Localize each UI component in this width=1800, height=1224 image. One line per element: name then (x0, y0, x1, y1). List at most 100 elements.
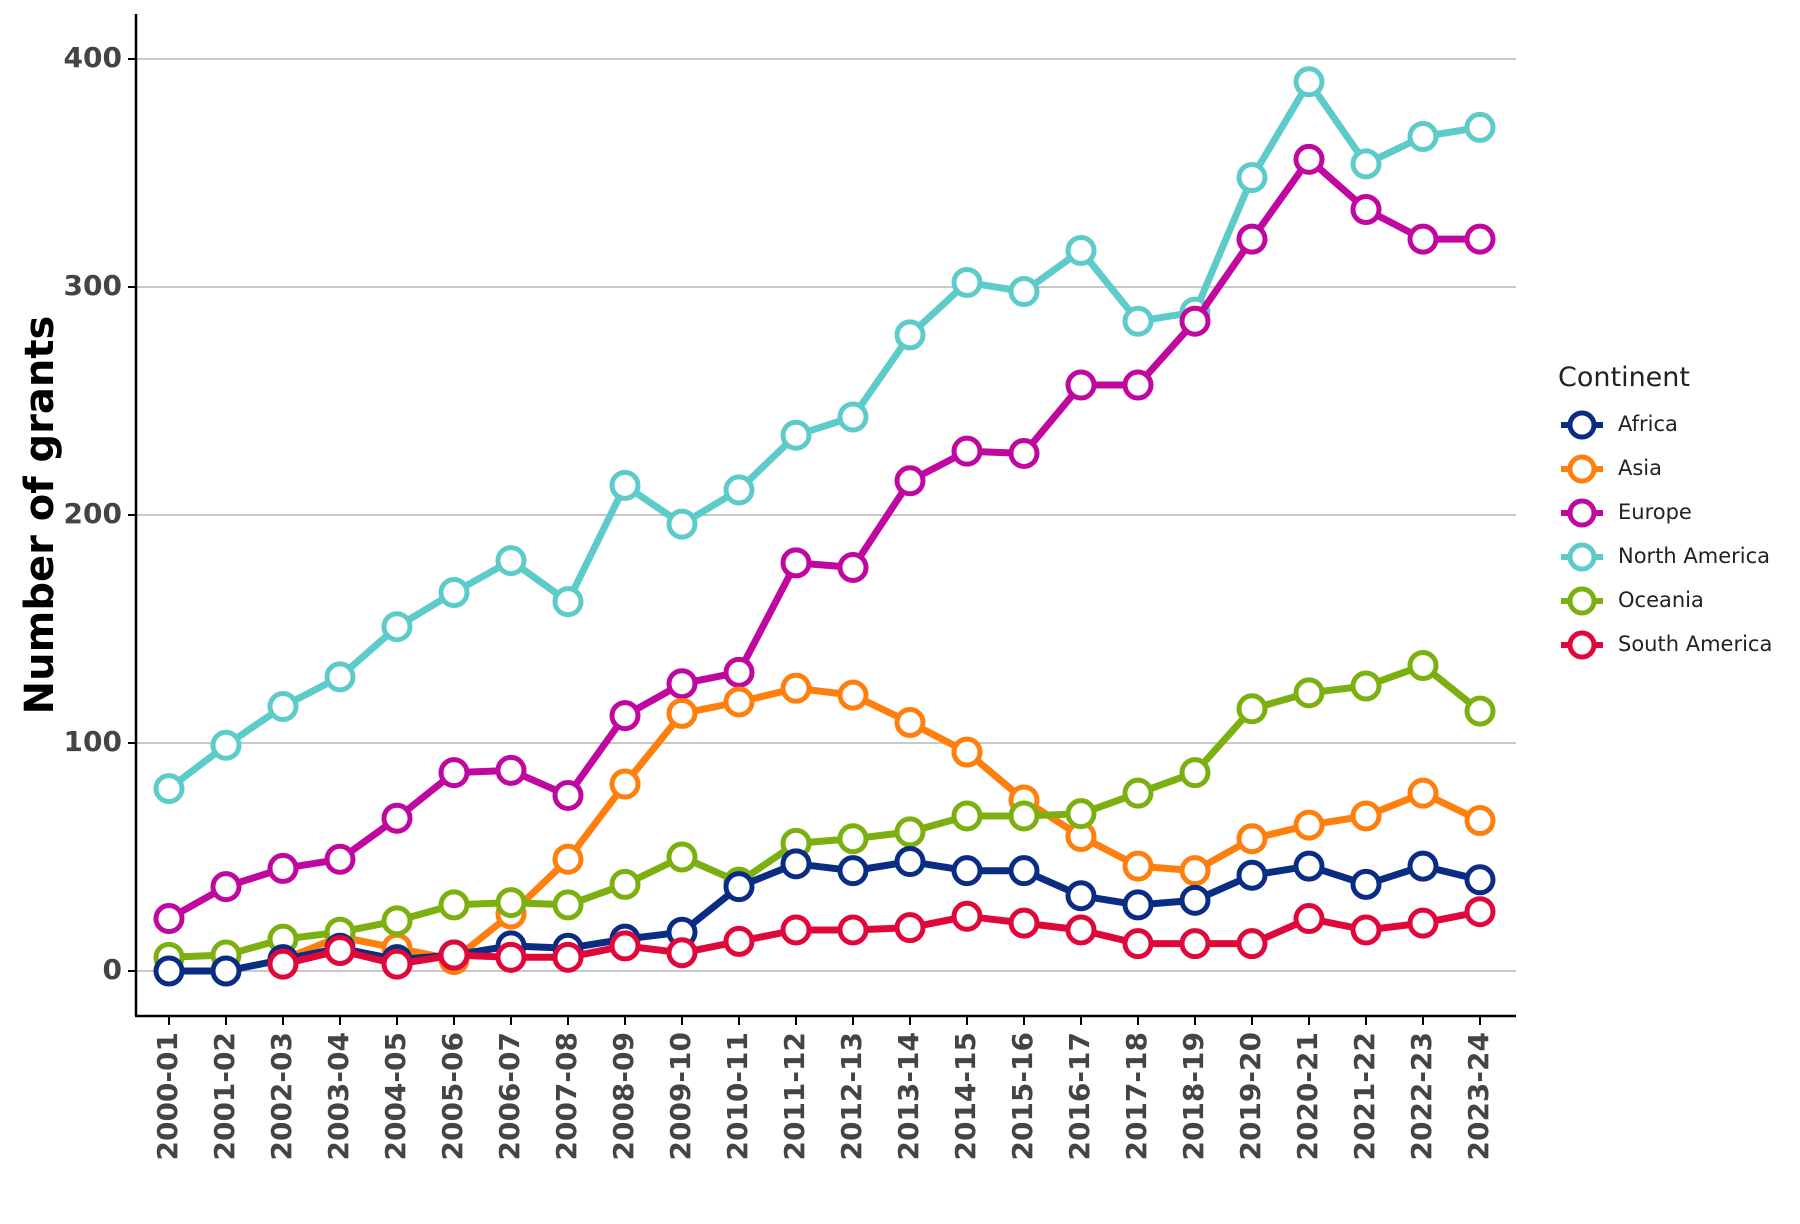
data-point-europe (1236, 223, 1268, 255)
data-point-africa (1179, 884, 1211, 916)
data-point-europe (837, 551, 869, 583)
data-point-asia (1179, 855, 1211, 887)
data-point-north-america (1122, 305, 1154, 337)
data-point-asia (951, 736, 983, 768)
data-point-oceania (894, 816, 926, 848)
series-line-asia (279, 684, 1484, 964)
data-point-south-america (666, 937, 698, 969)
data-point-south-america (267, 948, 299, 980)
data-point-europe (1065, 369, 1097, 401)
data-point-north-america (666, 508, 698, 540)
data-point-europe (1179, 305, 1211, 337)
x-tick-label: 2009-10 (664, 1032, 697, 1161)
data-point-oceania (1464, 695, 1496, 727)
x-tick-label: 2012-13 (835, 1032, 868, 1161)
data-point-north-america (324, 661, 356, 693)
data-point-oceania (1236, 693, 1268, 725)
data-point-south-america (837, 914, 869, 946)
data-point-oceania (1008, 800, 1040, 832)
data-point-asia (1122, 850, 1154, 882)
series-line-south-america (279, 908, 1484, 968)
data-point-north-america (1407, 121, 1439, 153)
data-point-europe (324, 843, 356, 875)
data-point-south-america (1122, 928, 1154, 960)
data-point-oceania (1179, 757, 1211, 789)
data-point-south-america (1008, 907, 1040, 939)
data-point-north-america (894, 319, 926, 351)
data-point-oceania (438, 889, 470, 921)
data-point-north-america (609, 469, 641, 501)
y-axis-ticks: 0 100 200 300 400 (64, 41, 136, 986)
data-point-europe (951, 435, 983, 467)
data-point-europe (894, 465, 926, 497)
data-point-asia (1236, 823, 1268, 855)
data-point-south-america (495, 941, 527, 973)
data-point-north-america (780, 419, 812, 451)
data-point-south-america (438, 939, 470, 971)
legend-marker (1567, 586, 1597, 616)
x-axis-ticks: 2000-01 2001-02 2002-03 2003-04 2004-05 2005-… (151, 1016, 1495, 1161)
series-line-north-america (165, 78, 1484, 793)
y-tick-label: 300 (64, 269, 122, 302)
x-tick-label: 2016-17 (1063, 1032, 1096, 1161)
x-tick-label: 2023-24 (1462, 1032, 1495, 1161)
x-tick-label: 2005-06 (436, 1032, 469, 1161)
x-tick-label: 2000-01 (151, 1032, 184, 1161)
data-point-oceania (381, 905, 413, 937)
data-point-north-america (1464, 111, 1496, 143)
data-point-europe (1008, 437, 1040, 469)
data-point-north-america (1008, 276, 1040, 308)
x-tick-label: 2008-09 (607, 1032, 640, 1161)
legend-marker (1567, 410, 1597, 440)
data-point-europe (1350, 193, 1382, 225)
x-tick-label: 2022-23 (1405, 1032, 1438, 1161)
data-point-south-america (723, 925, 755, 957)
data-point-south-america (1350, 914, 1382, 946)
legend-item-north-america: North America (1561, 542, 1770, 572)
x-tick-label: 2015-16 (1006, 1032, 1039, 1161)
data-point-africa (1122, 889, 1154, 921)
series-europe (153, 143, 1496, 935)
legend-label: South America (1618, 632, 1772, 656)
x-tick-label: 2011-12 (778, 1032, 811, 1161)
data-point-africa (1407, 850, 1439, 882)
grid-lines (136, 58, 1516, 972)
data-point-north-america (495, 545, 527, 577)
data-point-oceania (1122, 777, 1154, 809)
data-point-north-america (438, 577, 470, 609)
legend-label: Africa (1618, 412, 1678, 436)
legend-label: Asia (1618, 456, 1662, 480)
data-point-europe (153, 903, 185, 935)
data-point-africa (1350, 868, 1382, 900)
x-tick-label: 2006-07 (493, 1032, 526, 1161)
data-point-asia (1407, 777, 1439, 809)
data-point-south-america (1407, 907, 1439, 939)
legend-item-africa: Africa (1561, 410, 1678, 440)
legend-item-europe: Europe (1561, 498, 1692, 528)
data-point-asia (723, 686, 755, 718)
data-point-europe (1464, 223, 1496, 255)
data-point-oceania (552, 889, 584, 921)
y-tick-label: 400 (64, 41, 122, 74)
legend-item-oceania: Oceania (1561, 586, 1704, 616)
data-point-europe (1293, 143, 1325, 175)
data-point-asia (609, 768, 641, 800)
data-point-oceania (951, 800, 983, 832)
data-point-north-america (1293, 66, 1325, 98)
series-south-america (267, 896, 1496, 980)
x-tick-label: 2002-03 (265, 1032, 298, 1161)
data-point-north-america (837, 401, 869, 433)
data-point-north-america (1350, 148, 1382, 180)
data-point-europe (210, 871, 242, 903)
data-point-oceania (1293, 677, 1325, 709)
data-point-oceania (666, 841, 698, 873)
data-point-north-america (552, 586, 584, 618)
legend-label: Europe (1618, 500, 1692, 524)
data-point-europe (495, 754, 527, 786)
data-point-south-america (552, 941, 584, 973)
data-point-africa (780, 848, 812, 880)
data-point-africa (837, 855, 869, 887)
data-point-south-america (780, 914, 812, 946)
data-point-europe (609, 700, 641, 732)
data-point-europe (438, 757, 470, 789)
